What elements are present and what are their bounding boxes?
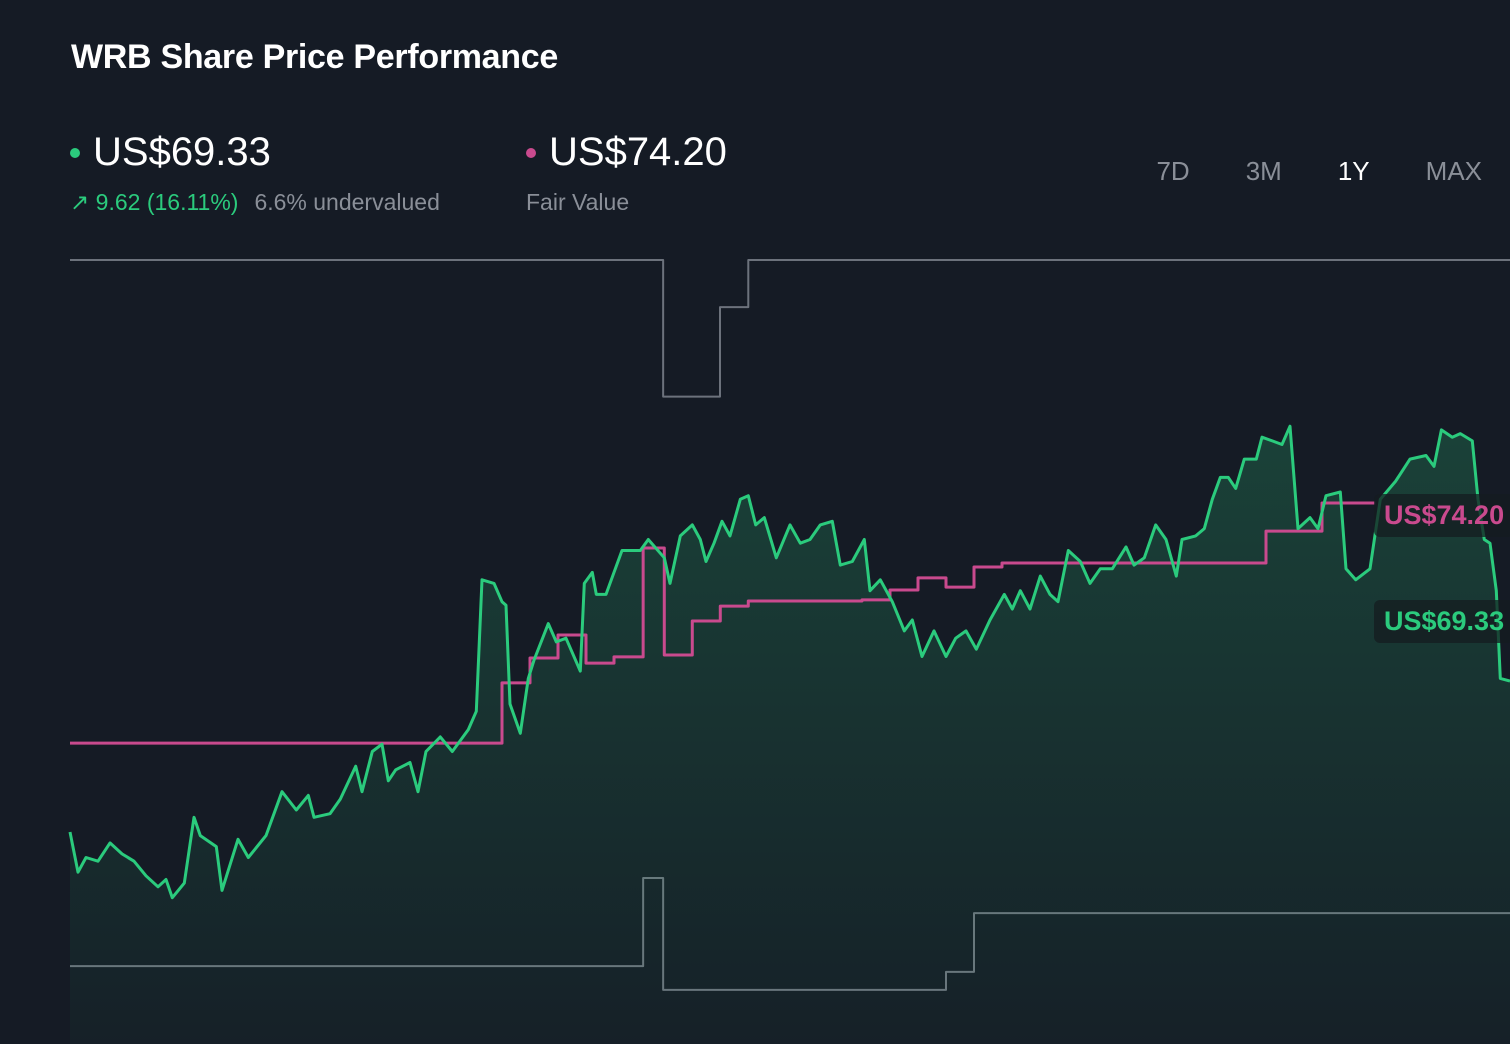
fair-value: US$74.20 bbox=[549, 130, 727, 174]
tab-7d[interactable]: 7D bbox=[1156, 156, 1190, 186]
price-legend-dot bbox=[70, 147, 80, 158]
price-change-value: 9.62 (16.11%) bbox=[95, 189, 239, 215]
fair-value-tag: US$74.20 bbox=[1374, 494, 1510, 537]
fair-value-block: US$74.20 Fair Value bbox=[526, 130, 727, 216]
fair-value-line bbox=[70, 501, 1376, 745]
price-area bbox=[70, 426, 1510, 1044]
current-price: US$69.33 bbox=[93, 130, 271, 174]
price-change: ↗ 9.62 (16.11%) bbox=[70, 189, 238, 216]
chart-title: WRB Share Price Performance bbox=[71, 38, 558, 76]
price-tag: US$69.33 bbox=[1374, 600, 1510, 643]
tab-max[interactable]: MAX bbox=[1425, 156, 1482, 186]
fair-value-legend-dot bbox=[526, 147, 536, 158]
arrow-up-right-icon: ↗ bbox=[70, 189, 90, 215]
tab-1y[interactable]: 1Y bbox=[1337, 156, 1370, 186]
range-upper-line bbox=[70, 258, 1510, 398]
valuation-text: 6.6% undervalued bbox=[254, 189, 440, 215]
price-line bbox=[68, 424, 1510, 900]
period-tabs: 7D 3M 1Y MAX bbox=[1100, 156, 1482, 187]
tab-3m[interactable]: 3M bbox=[1245, 156, 1282, 186]
current-price-block: US$69.33 ↗ 9.62 (16.11%) 6.6% undervalue… bbox=[70, 130, 440, 216]
fair-value-label: Fair Value bbox=[526, 189, 630, 215]
